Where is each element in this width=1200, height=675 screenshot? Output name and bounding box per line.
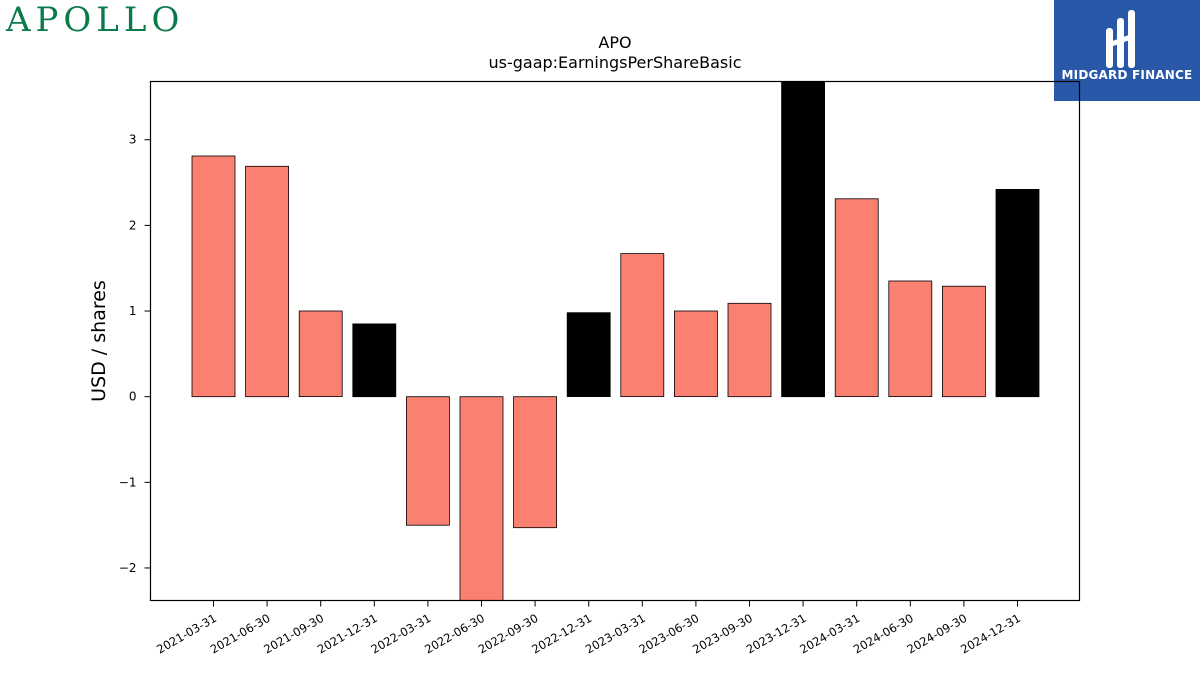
x-tick-label: 2022-03-31 [369, 611, 434, 657]
x-tick-label: 2023-03-31 [583, 611, 648, 657]
bar-2024-12-31 [995, 188, 1040, 398]
x-tick-label: 2021-12-31 [315, 611, 380, 657]
apollo-logo: APOLLO [6, 0, 185, 40]
y-tick-label: 2 [129, 218, 137, 232]
x-tick-label: 2021-03-31 [154, 611, 219, 657]
bar-2024-03-31 [834, 198, 879, 398]
logo-crossbar [1110, 34, 1132, 47]
x-tick-label: 2022-12-31 [529, 611, 594, 657]
x-ticks: 2021-03-312021-06-302021-09-302021-12-31… [154, 600, 1023, 657]
logo-background [1054, 0, 1200, 101]
bar-2022-09-30 [513, 396, 557, 529]
x-tick-label: 2021-06-30 [208, 611, 273, 657]
x-tick-label: 2021-09-30 [261, 611, 326, 657]
plot-frame [149, 80, 1081, 602]
x-tick-label: 2023-06-30 [637, 611, 702, 657]
x-tick-label: 2023-12-31 [744, 611, 809, 657]
bar-2023-06-30 [674, 310, 718, 397]
y-tick-label: 3 [129, 133, 137, 147]
logo-stroke-left [1106, 28, 1113, 68]
bar-2023-09-30 [727, 302, 772, 398]
x-tick-label: 2024-06-30 [851, 611, 916, 657]
y-ticks: −2 −1 0 1 2 3 [119, 133, 151, 575]
x-tick-label: 2022-09-30 [476, 611, 541, 657]
logo-stroke-right [1128, 10, 1135, 68]
x-tick-label: 2024-09-30 [905, 611, 970, 657]
bar-2022-12-31 [566, 312, 611, 398]
y-tick-label: 0 [129, 390, 137, 404]
bar-2021-06-30 [245, 165, 290, 398]
bar-2022-06-30 [459, 396, 504, 601]
bar-2021-03-31 [191, 155, 236, 398]
bar-2023-12-31 [781, 81, 825, 398]
chart-subtitle: us-gaap:EarningsPerShareBasic [488, 53, 741, 72]
y-tick-label: −2 [119, 561, 137, 575]
bar-2024-06-30 [888, 280, 933, 397]
x-tick-label: 2024-12-31 [958, 611, 1023, 657]
chart-title: APO [598, 33, 631, 52]
y-tick-label: 1 [129, 304, 137, 318]
bar-2021-09-30 [298, 310, 343, 397]
bar-2021-12-31 [352, 323, 397, 398]
x-tick-label: 2022-06-30 [422, 611, 487, 657]
bar-2022-03-31 [405, 396, 450, 526]
bar-2023-03-31 [620, 253, 665, 398]
bar-2024-09-30 [942, 285, 986, 398]
bar-group [191, 81, 1040, 601]
x-tick-label: 2024-03-31 [797, 611, 862, 657]
midgard-finance-logo: MIDGARD FINANCE [1054, 0, 1200, 101]
y-axis-label: USD / shares [88, 280, 110, 402]
y-tick-label: −1 [119, 475, 137, 489]
midgard-logo-mark-icon [1054, 0, 1200, 101]
x-tick-label: 2023-09-30 [690, 611, 755, 657]
brand-name-label: MIDGARD FINANCE [1061, 68, 1193, 82]
